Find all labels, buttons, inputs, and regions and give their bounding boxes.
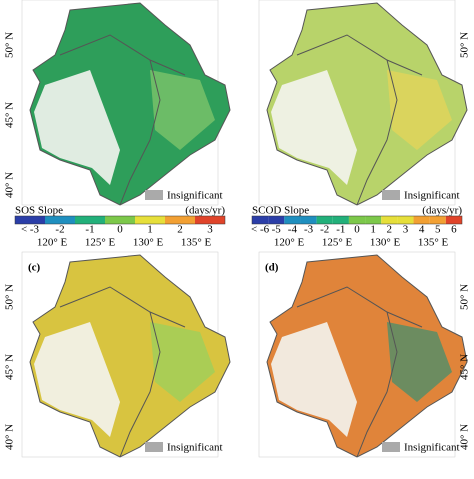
colorbar-segment (252, 216, 269, 224)
lon-label: 130° E (370, 237, 401, 249)
colorbar-tick: -2 (55, 224, 64, 236)
colorbar-tick: -1 (336, 224, 345, 236)
colorbar-tick: -3 (304, 224, 314, 236)
lat-label: 50° N (459, 284, 471, 310)
colorbar-segment (284, 216, 301, 224)
colorbar-frame (251, 215, 463, 225)
colorbar-segment (429, 216, 446, 224)
colorbar-tick: 3 (403, 224, 409, 236)
lon-label: 135° E (181, 237, 212, 249)
colorbar-segment (105, 216, 135, 224)
colorbar-tick: 2 (177, 224, 183, 236)
legend-swatch (145, 190, 163, 200)
colorbar-tick: 5 (435, 224, 441, 236)
colorbar-tick: 1 (370, 224, 376, 236)
colorbar-title: SOS Slope (15, 205, 63, 217)
colorbar-segment (268, 216, 285, 224)
legend-swatch (145, 442, 163, 452)
lon-label: 130° E (133, 237, 164, 249)
lat-label: 40° N (459, 424, 471, 450)
colorbar-segment (348, 216, 366, 224)
lon-label: 135° E (418, 237, 449, 249)
colorbar-tick: < -3 (21, 224, 40, 236)
legend-label: Insignificant (404, 442, 460, 454)
colorbar-segment (300, 216, 317, 224)
region-patch (150, 70, 215, 150)
lon-label: 120° E (37, 237, 68, 249)
legend-swatch (382, 190, 400, 200)
colorbar-tick: 4 (419, 224, 425, 236)
map-panel: 50° N Insignificant SCOD Slope (days/yr) < -… (251, 0, 471, 249)
lon-label: 125° E (322, 237, 353, 249)
region-patch (150, 322, 215, 402)
lat-label: 45° N (4, 102, 16, 128)
map-panel: (c) 50° N 45° N 40° N Insignificant (4, 251, 231, 458)
panel-label: (d) (265, 262, 279, 274)
sparse-area (271, 70, 357, 185)
legend-swatch (382, 442, 400, 452)
colorbar-tick: 2 (387, 224, 393, 236)
panel-label: (c) (28, 262, 41, 274)
colorbar-segment (332, 216, 349, 224)
colorbar-segment (75, 216, 105, 224)
lat-label: 40° N (4, 424, 16, 450)
colorbar-segment (316, 216, 333, 224)
colorbar-tick: < -6 (251, 224, 270, 236)
lon-label: 125° E (85, 237, 116, 249)
colorbar-segment (165, 216, 195, 224)
colorbar-tick: 1 (147, 224, 153, 236)
lat-label: 50° N (4, 284, 16, 310)
colorbar-segment (45, 216, 75, 224)
region-patch (387, 322, 452, 402)
lat-label: 40° N (4, 172, 16, 198)
region-patch (387, 70, 452, 150)
legend-label: Insignificant (167, 190, 223, 202)
legend-label: Insignificant (167, 442, 223, 454)
province-boundary (296, 286, 423, 458)
lat-label: 50° N (459, 32, 471, 58)
colorbar-tick: -4 (288, 224, 298, 236)
colorbar-tick: 0 (117, 224, 123, 236)
lon-label: 120° E (274, 237, 305, 249)
colorbar-tick: 0 (354, 224, 360, 236)
sparse-area (271, 322, 357, 437)
colorbar-unit: (days/yr) (422, 205, 462, 217)
sparse-area (34, 70, 120, 185)
colorbar-segment (413, 216, 430, 224)
colorbar-segment (365, 216, 382, 224)
colorbar-segment (445, 216, 462, 224)
colorbar-segment (15, 216, 45, 224)
sparse-area (34, 322, 120, 437)
province-boundary (296, 34, 423, 206)
colorbar-segment (381, 216, 398, 224)
colorbar-unit: (days/yr) (185, 205, 225, 217)
province-boundary (59, 286, 186, 458)
lat-label: 50° N (4, 32, 16, 58)
colorbar-tick: -5 (272, 224, 282, 236)
colorbar-frame (14, 215, 226, 225)
legend-label: Insignificant (404, 190, 460, 202)
lat-label: 45° N (4, 354, 16, 380)
lat-label: 45° N (459, 354, 471, 380)
province-boundary (59, 34, 186, 206)
colorbar-segment (195, 216, 225, 224)
colorbar-tick: 6 (451, 224, 457, 236)
colorbar-tick: 3 (207, 224, 213, 236)
map-panel: 50° N 45° N 40° N Insignificant SOS Slope (da… (4, 0, 231, 249)
colorbar-tick: -1 (85, 224, 94, 236)
colorbar-segment (397, 216, 414, 224)
colorbar-segment (135, 216, 165, 224)
colorbar-title: SCOD Slope (252, 205, 309, 217)
colorbar-tick: -2 (320, 224, 329, 236)
